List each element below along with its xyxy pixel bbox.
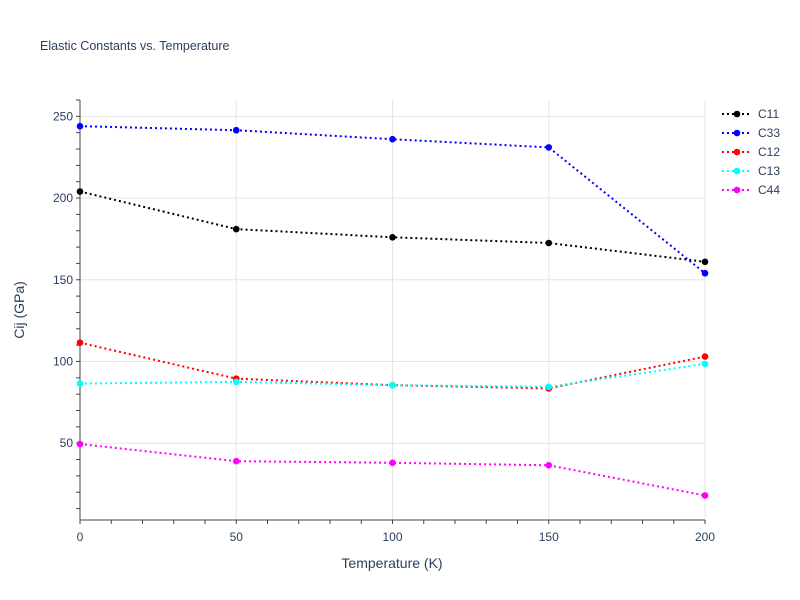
series-c44 [76,440,709,499]
data-point [232,378,240,386]
chart-title: Elastic Constants vs. Temperature [40,39,229,53]
data-point [389,459,396,467]
legend-item-c13[interactable]: C13 [722,164,780,178]
data-point [76,188,84,195]
y-axis-title: Cij (GPa) [11,281,27,339]
legend-swatch-marker [733,129,741,137]
series-c33 [76,122,709,277]
series-line [79,190,706,263]
data-point [701,492,709,499]
y-tick-label: 50 [60,436,74,450]
legend[interactable]: C11 C33 C12 C13 C44 [722,107,780,197]
data-point [232,225,240,233]
data-point [701,258,709,266]
series-c13 [76,360,709,391]
series-line [79,362,706,388]
data-point [701,360,709,368]
legend-label: C13 [758,164,780,178]
y-tick-label: 200 [53,191,73,205]
data-point [389,135,396,143]
x-axis-title: Temperature (K) [341,555,442,571]
y-tick-label: 150 [53,273,73,287]
x-tick-label: 150 [539,530,559,544]
y-tick-label: 250 [53,109,73,123]
legend-swatch-marker [733,167,741,175]
x-tick-label: 200 [695,530,715,544]
data-point [76,339,84,346]
data-point [232,126,240,134]
legend-label: C33 [758,126,780,140]
series-layer [76,122,709,499]
legend-swatch-marker [733,186,741,194]
series-line [79,125,706,275]
legend-item-c12[interactable]: C12 [722,145,780,159]
x-tick-label: 0 [77,530,84,544]
data-point [545,461,553,469]
legend-item-c11[interactable]: C11 [722,107,779,121]
legend-item-c44[interactable]: C44 [722,183,780,197]
data-point [389,233,396,241]
data-point [76,440,84,448]
legend-label: C11 [758,107,779,121]
legend-item-c33[interactable]: C33 [722,126,780,140]
data-point [389,381,396,389]
x-tick-label: 100 [382,530,402,544]
data-point [545,383,553,391]
data-point [701,269,709,277]
data-point [545,144,553,151]
data-point [232,457,240,465]
y-axis-ticks: 50 100 150 200 250 [53,109,73,450]
data-point [545,239,553,247]
grid-lines [80,100,706,520]
data-point [701,353,709,360]
x-tick-label: 50 [230,530,244,544]
x-axis-ticks: 0 50 100 150 200 [77,530,716,544]
series-c11 [76,188,709,266]
legend-swatch-marker [733,148,741,156]
axes [76,99,706,524]
y-tick-label: 100 [53,354,73,368]
data-point [76,122,84,130]
legend-label: C12 [758,145,780,159]
legend-swatch-marker [733,110,741,118]
legend-label: C44 [758,183,780,197]
data-point [76,380,84,387]
